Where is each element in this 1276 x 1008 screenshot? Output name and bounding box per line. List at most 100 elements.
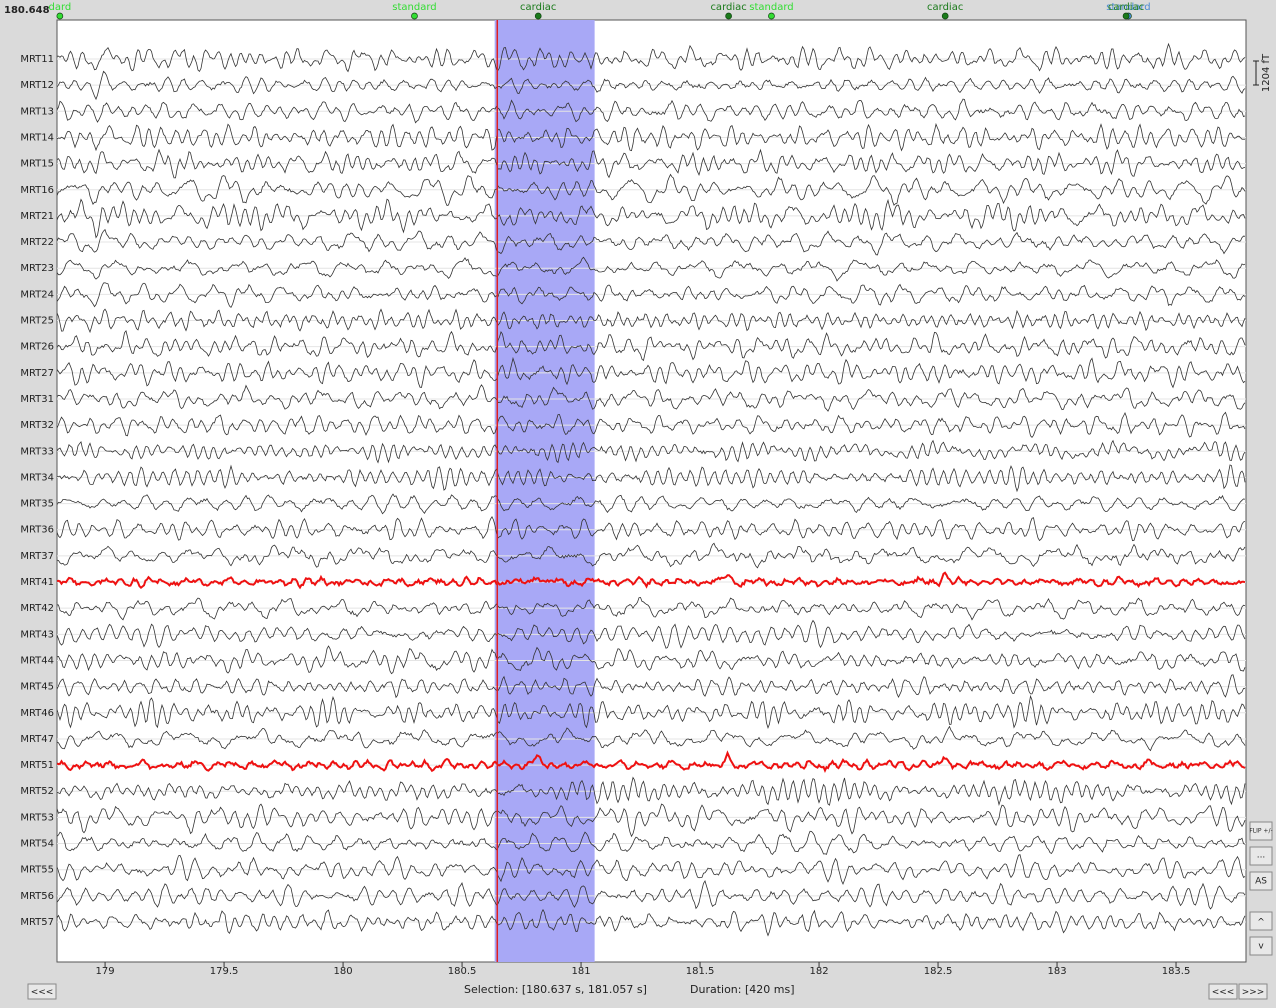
channel-trace bbox=[57, 308, 1246, 334]
channel-label: MRT47 bbox=[20, 734, 54, 745]
channel-label: MRT15 bbox=[20, 159, 54, 170]
channel-trace bbox=[57, 282, 1246, 309]
down-button[interactable]: v bbox=[1249, 936, 1273, 956]
selection-region bbox=[494, 20, 595, 962]
channel-trace bbox=[57, 439, 1246, 464]
channel-label: MRT57 bbox=[20, 917, 54, 928]
channel-trace bbox=[57, 515, 1246, 542]
channel-label: MRT14 bbox=[20, 132, 54, 143]
channel-label: MRT27 bbox=[20, 368, 54, 379]
channel-label: MRT51 bbox=[20, 760, 54, 771]
channel-trace bbox=[57, 854, 1246, 886]
channel-trace bbox=[57, 776, 1246, 806]
event-marker bbox=[1122, 12, 1130, 20]
channel-label: MRT13 bbox=[20, 106, 54, 117]
event-marker bbox=[725, 12, 732, 20]
x-tick-label: 179 bbox=[96, 966, 115, 977]
next-button[interactable]: >>> bbox=[1238, 983, 1268, 1000]
channel-label: MRT32 bbox=[20, 420, 54, 431]
channel-trace bbox=[57, 694, 1246, 730]
event-marker bbox=[768, 12, 775, 20]
prev-label[interactable]: <<< bbox=[1212, 988, 1235, 998]
channel-label: MRT33 bbox=[20, 446, 54, 457]
channel-trace bbox=[57, 830, 1246, 855]
scale-label: 1204 fT bbox=[1261, 53, 1272, 92]
channel-trace bbox=[57, 70, 1246, 101]
event-label: cardiac bbox=[927, 2, 963, 13]
channel-trace bbox=[57, 42, 1246, 73]
channel-label: MRT56 bbox=[20, 891, 54, 902]
channel-label: MRT41 bbox=[20, 577, 54, 588]
x-tick-label: 179.5 bbox=[210, 966, 239, 977]
channel-trace bbox=[57, 98, 1246, 124]
x-tick-label: 182.5 bbox=[924, 966, 953, 977]
channel-trace bbox=[57, 725, 1246, 752]
autoscale-label[interactable]: AS bbox=[1255, 877, 1267, 887]
channel-label: MRT26 bbox=[20, 342, 54, 353]
event-label: cardiac bbox=[710, 2, 746, 13]
channel-label: MRT35 bbox=[20, 499, 54, 510]
channel-label: MRT36 bbox=[20, 525, 54, 536]
channel-trace bbox=[57, 198, 1246, 239]
prev-button[interactable]: <<< bbox=[1208, 983, 1238, 1000]
channel-trace bbox=[57, 674, 1246, 699]
channel-label: MRT22 bbox=[20, 237, 54, 248]
channel-trace bbox=[57, 645, 1246, 675]
channel-label: MRT45 bbox=[20, 682, 54, 693]
channel-trace bbox=[57, 493, 1246, 515]
more-button[interactable]: ... bbox=[1249, 846, 1273, 866]
down-label[interactable]: v bbox=[1258, 942, 1264, 952]
channel-trace bbox=[57, 356, 1246, 389]
more-label[interactable]: ... bbox=[1257, 851, 1266, 861]
autoscale-button[interactable]: AS bbox=[1249, 871, 1273, 891]
channel-label: MRT34 bbox=[20, 472, 54, 483]
x-tick-label: 181 bbox=[572, 966, 591, 977]
duration-status: Duration: [420 ms] bbox=[690, 983, 795, 996]
channel-trace bbox=[57, 464, 1246, 493]
channel-label: MRT21 bbox=[20, 211, 54, 222]
channel-label: MRT55 bbox=[20, 865, 54, 876]
next-label[interactable]: >>> bbox=[1242, 988, 1265, 998]
channel-trace bbox=[57, 880, 1246, 910]
channel-trace bbox=[57, 411, 1246, 439]
channel-trace bbox=[57, 571, 1246, 590]
channel-label: MRT53 bbox=[20, 812, 54, 823]
x-tick-label: 183.5 bbox=[1162, 966, 1191, 977]
back-label[interactable]: <<< bbox=[31, 988, 54, 998]
x-tick-label: 183 bbox=[1047, 966, 1066, 977]
channel-trace bbox=[57, 542, 1246, 569]
event-label: cardiac bbox=[1108, 2, 1144, 13]
event-marker bbox=[56, 12, 64, 20]
up-button[interactable]: ^ bbox=[1249, 911, 1273, 931]
up-label[interactable]: ^ bbox=[1257, 918, 1265, 928]
channel-trace bbox=[57, 173, 1246, 206]
event-label: standard bbox=[1106, 2, 1150, 13]
channel-label: MRT54 bbox=[20, 839, 54, 850]
cursor-time: 180.648 bbox=[4, 5, 50, 16]
channel-label: MRT44 bbox=[20, 655, 54, 666]
flip-button[interactable]: FLIP +/- bbox=[1249, 821, 1273, 841]
channel-trace bbox=[57, 750, 1246, 774]
x-tick-label: 181.5 bbox=[686, 966, 715, 977]
flip-label[interactable]: FLIP +/- bbox=[1249, 828, 1272, 835]
channel-label: MRT31 bbox=[20, 394, 54, 405]
channel-trace bbox=[57, 803, 1246, 838]
event-label: cardiac bbox=[520, 2, 556, 13]
x-tick-label: 182 bbox=[809, 966, 828, 977]
channel-trace bbox=[57, 908, 1246, 937]
event-label: dard bbox=[48, 2, 71, 13]
channel-label: MRT52 bbox=[20, 786, 54, 797]
back-button[interactable]: <<< bbox=[27, 983, 57, 1000]
channel-label: MRT42 bbox=[20, 603, 54, 614]
event-label: standard bbox=[749, 2, 793, 13]
event-marker bbox=[411, 12, 418, 20]
channel-trace bbox=[57, 384, 1246, 412]
channel-trace bbox=[57, 596, 1246, 621]
x-tick-label: 180 bbox=[334, 966, 353, 977]
plot-area bbox=[56, 19, 1247, 963]
event-marker bbox=[534, 12, 542, 20]
selection-status: Selection: [180.637 s, 181.057 s] bbox=[464, 983, 647, 996]
channel-trace bbox=[57, 330, 1246, 362]
channel-label: MRT12 bbox=[20, 80, 54, 91]
